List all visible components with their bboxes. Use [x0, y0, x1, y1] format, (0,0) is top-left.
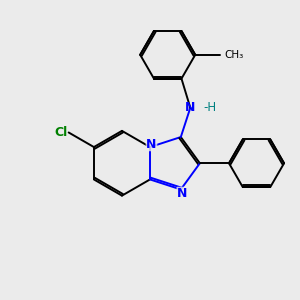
Text: N: N	[146, 138, 157, 151]
Text: Cl: Cl	[54, 126, 67, 139]
Text: N: N	[177, 188, 188, 200]
Text: CH₃: CH₃	[224, 50, 243, 60]
Text: -H: -H	[204, 101, 217, 114]
Text: N: N	[185, 101, 196, 114]
